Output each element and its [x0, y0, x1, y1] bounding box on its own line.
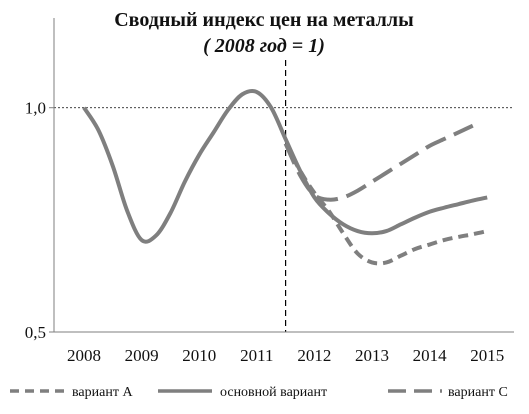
legend-label-2: основной вариант: [220, 385, 327, 400]
chart-subtitle: ( 2008 год = 1): [203, 35, 325, 57]
chart-title: Сводный индекс цен на металлы: [114, 9, 414, 31]
x-tick-label: 2008: [67, 346, 101, 365]
x-tick-label: 2013: [355, 346, 389, 365]
series-line-1: [283, 142, 488, 266]
x-tick-label: 2011: [240, 346, 273, 365]
x-tick-label: 2015: [470, 346, 504, 365]
series-line-3: [283, 123, 474, 202]
x-tick-label: 2010: [182, 346, 216, 365]
series-lines: [82, 88, 488, 266]
legend-label-3: вариант С: [448, 385, 508, 400]
axes: [49, 18, 514, 333]
series-line-2: [82, 88, 488, 244]
y-tick-label: 1,0: [25, 99, 46, 118]
x-tick-label: 2014: [413, 346, 448, 365]
y-tick-label: 0,5: [25, 323, 46, 342]
legend-label-1: вариант А: [72, 385, 133, 400]
legend: вариант А основной вариант вариант С: [10, 385, 508, 400]
tick-labels: 0,5 1,0 2008 2009 2010 2011 2012 2013 2014 2015: [25, 99, 504, 365]
x-tick-label: 2009: [125, 346, 159, 365]
reference-lines: [54, 60, 514, 332]
chart-title-group: Сводный индекс цен на металлы ( 2008 год…: [114, 9, 414, 57]
x-tick-label: 2012: [297, 346, 331, 365]
